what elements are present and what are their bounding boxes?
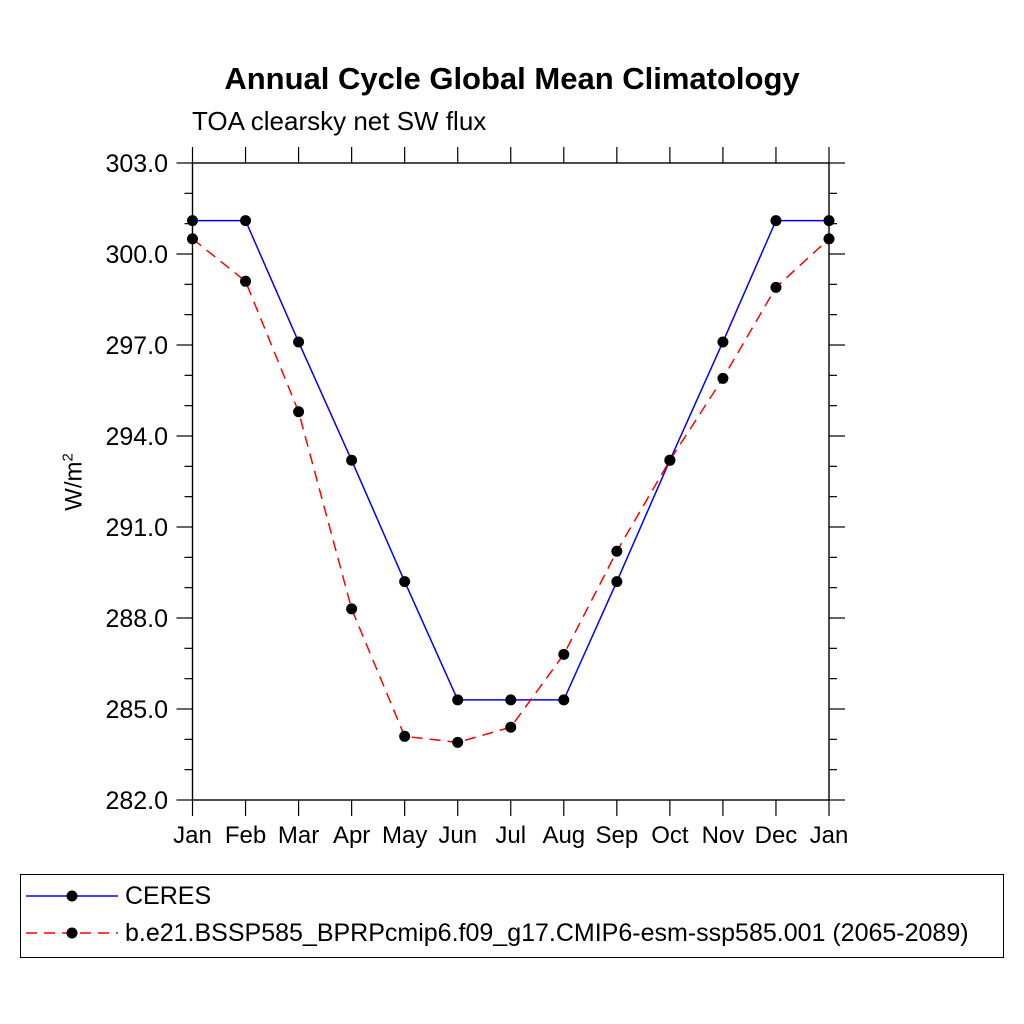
y-tick-label: 285.0 (105, 696, 168, 724)
series-1-marker (293, 406, 305, 418)
series-1-marker (611, 545, 623, 557)
y-tick-label: 297.0 (105, 332, 168, 360)
x-tick-label: Jan (810, 822, 849, 849)
series-1-marker (558, 648, 570, 660)
series-0-marker (293, 336, 305, 348)
x-tick-label: Jul (495, 822, 526, 849)
series-1-marker (346, 603, 358, 615)
series-1-marker (399, 730, 411, 742)
series-0-marker (399, 576, 411, 588)
x-tick-label: Sep (595, 822, 638, 849)
series-1-marker (823, 233, 835, 245)
y-tick-label: 282.0 (105, 787, 168, 815)
y-tick-label: 303.0 (105, 150, 168, 178)
series-1-marker (187, 233, 198, 245)
legend-entry-ceres: CERES (24, 880, 211, 912)
x-axis: Jan Feb Mar Apr May Jun Jul Aug Sep Oct Nov Dec Jan (173, 147, 848, 849)
x-tick-label: Feb (225, 822, 266, 849)
legend-box: CERES b.e21.BSSP585_BPRPcmip6.f09_g17.CM… (20, 874, 1004, 958)
legend-entry-model: b.e21.BSSP585_BPRPcmip6.f09_g17.CMIP6-es… (24, 917, 969, 949)
x-tick-label: Apr (333, 822, 370, 849)
series-0-marker (505, 694, 517, 706)
x-tick-label: Jun (438, 822, 477, 849)
legend-line-sample-model (26, 927, 118, 939)
x-tick-label: Dec (755, 822, 798, 849)
series-0-marker (558, 694, 570, 706)
series-1-marker (664, 454, 676, 466)
chart-subtitle: TOA clearsky net SW flux (192, 106, 487, 136)
series-0-marker (452, 694, 464, 706)
series-0-marker (823, 215, 835, 227)
series-1-marker (717, 372, 729, 384)
y-tick-label: 288.0 (105, 605, 168, 633)
x-tick-label: Mar (278, 822, 319, 849)
legend-marker-dot (66, 890, 78, 902)
y-tick-label: 291.0 (105, 514, 168, 542)
series-0-marker (346, 454, 358, 466)
x-tick-label: Oct (651, 822, 689, 849)
series-1-marker (240, 275, 252, 287)
x-tick-label: May (382, 822, 427, 849)
y-tick-label: 300.0 (105, 241, 168, 269)
x-tick-label: Nov (702, 822, 745, 849)
series-1-marker (505, 721, 517, 733)
series-1-marker (770, 281, 782, 293)
series-0-marker (770, 215, 782, 227)
series-0-marker (611, 576, 623, 588)
series-1-marker (452, 736, 464, 748)
chart-title: Annual Cycle Global Mean Climatology (224, 61, 800, 96)
series-line-1 (192, 238, 830, 744)
y-axis: 282.0 285.0 288.0 291.0 294.0 297.0 300.0 303.0 (105, 150, 845, 815)
legend-label-model: b.e21.BSSP585_BPRPcmip6.f09_g17.CMIP6-es… (125, 918, 969, 947)
legend-line-sample-ceres (26, 890, 118, 902)
legend-marker-dot (66, 927, 78, 939)
series-0-marker (240, 215, 252, 227)
x-tick-label: Jan (173, 822, 212, 849)
y-tick-label: 294.0 (105, 423, 168, 451)
series-line-0 (192, 219, 829, 701)
series-0-marker (187, 215, 198, 227)
legend-label-ceres: CERES (125, 881, 212, 910)
series-0-marker (717, 336, 729, 348)
x-tick-label: Aug (542, 822, 585, 849)
